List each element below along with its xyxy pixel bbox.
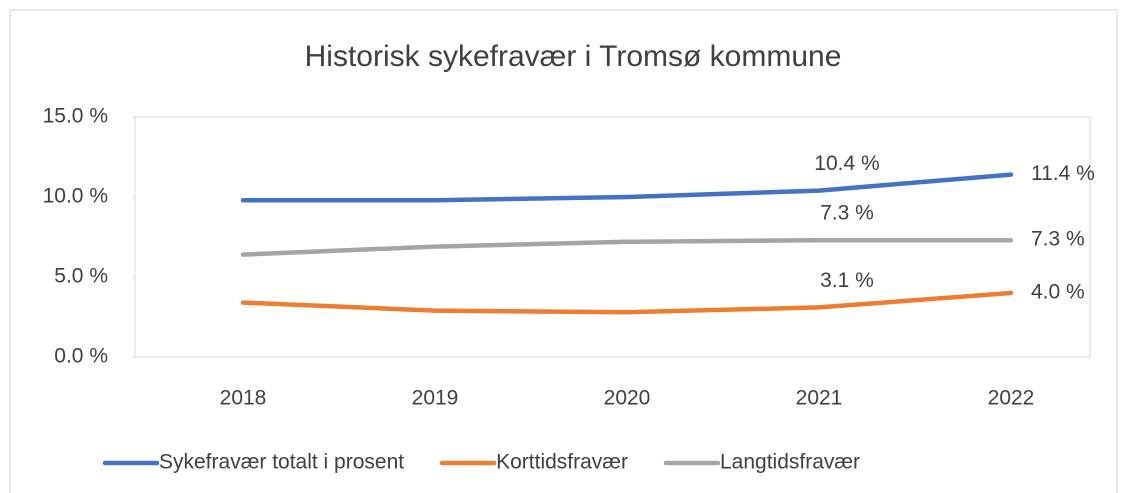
data-label: 11.4 % <box>1031 162 1095 185</box>
data-label: 7.3 % <box>1031 228 1085 251</box>
chart-frame <box>9 9 1118 493</box>
y-tick-label: 5.0 % <box>54 265 108 288</box>
legend-label: Korttidsfravær <box>496 451 628 474</box>
chart-title: Historisk sykefravær i Tromsø kommune <box>305 40 842 73</box>
x-tick-label: 2022 <box>988 387 1035 410</box>
x-tick-label: 2019 <box>412 387 459 410</box>
y-tick-label: 0.0 % <box>54 345 108 368</box>
legend-label: Sykefravær totalt i prosent <box>159 451 404 474</box>
data-label: 7.3 % <box>820 202 874 225</box>
data-label: 4.0 % <box>1031 281 1085 304</box>
series-line <box>240 237 1014 257</box>
y-tick-label: 10.0 % <box>43 185 108 208</box>
legend-label: Langtidsfravær <box>720 451 860 474</box>
series-line <box>240 172 1014 203</box>
y-tick-label: 15.0 % <box>43 105 108 128</box>
x-tick-label: 2021 <box>796 387 843 410</box>
series-line <box>240 290 1014 315</box>
x-tick-label: 2020 <box>604 387 651 410</box>
plot-area <box>134 116 1091 358</box>
data-label: 10.4 % <box>814 152 879 175</box>
x-tick-label: 2018 <box>220 387 267 410</box>
data-label: 3.1 % <box>820 269 874 292</box>
